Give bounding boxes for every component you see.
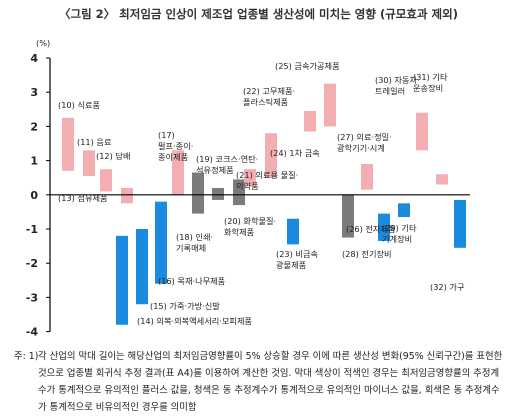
bar-label-13: (13) 섬유제품 xyxy=(58,193,108,203)
range-bar-17 xyxy=(172,150,184,195)
range-bar-11 xyxy=(83,150,95,176)
range-bar-23 xyxy=(287,218,299,245)
bar-label-25: (25) 금속가공제품 xyxy=(275,61,340,71)
footnote-prefix: 주: 1) xyxy=(14,351,39,362)
y-tick-label: 3 xyxy=(30,86,38,99)
footnote: 주: 1) 각 산업의 막대 길이는 해당산업의 최저임금영향률이 5% 상승할… xyxy=(14,348,504,416)
bar-label-23: (23) 비금속 광물제품 xyxy=(276,249,318,270)
bar-label-32: (32) 가구 xyxy=(430,282,465,292)
bar-label-11: (11) 음료 xyxy=(77,137,112,147)
range-bar-31 xyxy=(436,174,448,185)
bar-label-15: (15) 가죽·가방·신발 xyxy=(150,301,220,311)
y-axis-unit-label: (%) xyxy=(36,38,50,48)
figure-title: 〈그림 2〉 최저임금 인상이 제조업 업종별 생산성에 미치는 영향 (규모효… xyxy=(59,7,458,21)
bar-label-19: (19) 코크스·연탄· 석유정제품 xyxy=(196,154,258,175)
bar-label-17: (17) 펄프·종이· 종이제품 xyxy=(158,130,193,162)
range-bar-25 xyxy=(324,83,336,127)
range-bar-21 xyxy=(244,169,256,187)
range-bar-24 xyxy=(304,111,316,132)
bar-label-18: (18) 인쇄· 기록매체 xyxy=(176,232,213,253)
range-bar-15 xyxy=(136,229,148,305)
bar-label-30: (30) 자동차· 트레일러 xyxy=(375,75,420,96)
y-tick-label: -2 xyxy=(26,257,38,270)
range-bar-29 xyxy=(398,203,410,218)
range-bar-32 xyxy=(454,199,466,248)
bar-label-27: (27) 의료·정밀· 광학기기·시계 xyxy=(337,132,392,153)
bar-label-28: (28) 전기장비 xyxy=(342,249,392,259)
range-bar-16 xyxy=(155,201,167,284)
bar-label-16: (16) 목재·나무제품 xyxy=(158,276,226,286)
bar-label-29: (29) 기타 기계장비 xyxy=(382,223,417,244)
range-bar-28 xyxy=(378,213,390,241)
range-bar-12 xyxy=(100,169,112,192)
bar-label-14: (14) 의복·의복액세서리·모피제품 xyxy=(137,316,252,326)
bar-label-20: (20) 화학물질· 화학제품 xyxy=(224,216,276,237)
range-bar-30 xyxy=(416,112,428,151)
bar-label-31: (31) 기타 운송장비 xyxy=(413,72,448,93)
range-bar-18 xyxy=(192,172,204,214)
footnote-text: 각 산업의 막대 길이는 해당산업의 최저임금영향률이 5% 상승할 경우 이에… xyxy=(38,351,503,413)
labels-layer: (10) 식료품 (11) 음료 (12) 담배 (13) 섬유제품 (14) 의복·의… xyxy=(58,61,465,326)
y-tick-label: 0 xyxy=(30,189,38,202)
y-tick-label: -3 xyxy=(26,291,38,304)
range-bar-26 xyxy=(342,194,354,238)
y-tick-label: -4 xyxy=(26,326,39,339)
bars-layer xyxy=(62,83,466,325)
range-bar-27 xyxy=(361,164,373,190)
range-bar-22 xyxy=(265,133,277,178)
range-bar-13 xyxy=(121,187,133,204)
range-bar-10 xyxy=(62,117,74,171)
y-tick-label: 4 xyxy=(30,52,38,65)
bar-label-12: (12) 담배 xyxy=(96,151,130,161)
bar-label-21: (21) 의료용 물질· 의약품 xyxy=(236,170,298,191)
bar-label-22: (22) 고무제품· 플라스틱제품 xyxy=(243,86,295,107)
axis-layer: 4 3 2 1 0 -1 -2 -3 -4 (%) xyxy=(26,38,470,339)
bar-label-10: (10) 식료품 xyxy=(58,100,100,110)
y-tick-label: 2 xyxy=(30,120,38,133)
bar-label-24: (24) 1차 금속 xyxy=(270,148,320,158)
range-bar-14 xyxy=(116,235,128,325)
range-bar-19 xyxy=(212,187,224,200)
y-tick-label: 1 xyxy=(30,155,38,168)
y-tick-label: -1 xyxy=(26,223,38,236)
bar-label-26: (26) 전자제품 xyxy=(346,224,396,234)
range-bar-20 xyxy=(233,179,245,206)
